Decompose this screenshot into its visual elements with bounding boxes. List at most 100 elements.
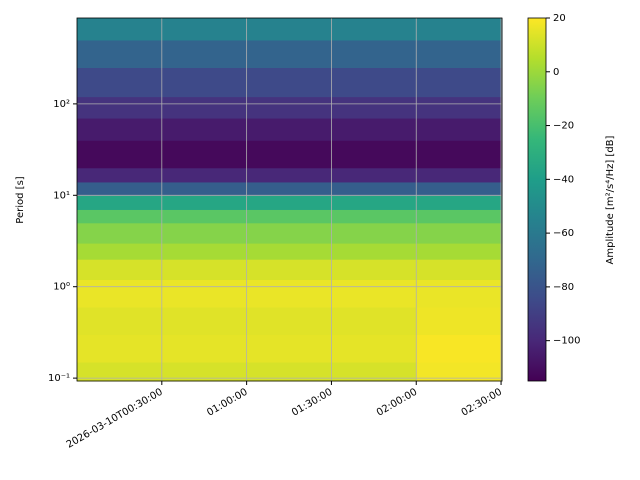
heatmap-cell: [77, 222, 163, 244]
heatmap-cell: [161, 67, 248, 98]
colorbar-tick-label: 0: [553, 67, 559, 78]
heatmap-cell: [246, 195, 332, 210]
heatmap-cell: [77, 209, 163, 224]
heatmap-cell: [331, 96, 417, 119]
colorbar-tick-label: 20: [553, 13, 566, 24]
heatmap-cell: [331, 222, 417, 244]
heatmap-cell: [331, 306, 417, 336]
heatmap-cell: [161, 259, 248, 280]
heatmap-cell: [331, 118, 417, 141]
y-tick-label: 10²: [53, 99, 70, 110]
heatmap-cell: [77, 140, 163, 169]
heatmap-cell: [416, 306, 503, 336]
heatmap-cell: [416, 334, 503, 363]
heatmap-cell: [161, 209, 248, 224]
heatmap-cell: [416, 39, 503, 69]
heatmap-cell: [246, 140, 332, 169]
heatmap-cell: [246, 18, 332, 41]
heatmap-cell: [331, 259, 417, 280]
heatmap-cell: [246, 334, 332, 363]
x-tick-label: 01:00:00: [205, 387, 249, 419]
heatmap-cell: [331, 181, 417, 196]
heatmap-cell: [416, 279, 503, 308]
heatmap-cell: [331, 39, 417, 69]
heatmap-cell: [331, 140, 417, 169]
heatmap-cell: [77, 306, 163, 336]
colorbar-tick-label: −100: [553, 336, 580, 347]
heatmap-cell: [416, 195, 503, 210]
heatmap-cell: [416, 67, 503, 98]
heatmap-cell: [77, 195, 163, 210]
y-axis-label: Period [s]: [15, 176, 26, 223]
colorbar-tick-label: −40: [553, 174, 574, 185]
colorbar-tick-label: −60: [553, 228, 574, 239]
heatmap-cell: [246, 181, 332, 196]
heatmap-cell: [416, 209, 503, 224]
heatmap-cell: [331, 195, 417, 210]
heatmap-cell: [77, 18, 163, 41]
heatmap-cell: [416, 222, 503, 244]
heatmap-cell: [161, 243, 248, 260]
heatmap-cell: [416, 167, 503, 183]
heatmap-cell: [161, 181, 248, 196]
heatmap-cell: [416, 259, 503, 280]
plot-frame: [76, 17, 503, 382]
heatmap-cell: [77, 279, 163, 308]
heatmap-cell: [331, 67, 417, 98]
heatmap-cell: [416, 96, 503, 119]
colorbar: [527, 17, 547, 382]
heatmap-cell: [77, 243, 163, 260]
heatmap-cell: [161, 167, 248, 183]
heatmap-cell: [331, 279, 417, 308]
heatmap-cell: [416, 118, 503, 141]
colorbar-label: Amplitude [m²/s⁴/Hz] [dB]: [605, 135, 616, 264]
x-tick-label: 02:30:00: [460, 387, 504, 419]
heatmap-cell: [416, 243, 503, 260]
heatmap-cell: [331, 362, 417, 382]
heatmap-cell: [246, 306, 332, 336]
heatmap-cell: [331, 243, 417, 260]
heatmap-cell: [77, 96, 163, 119]
heatmap-cell: [161, 334, 248, 363]
heatmap-cell: [331, 167, 417, 183]
heatmap-cell: [246, 259, 332, 280]
heatmap-cell: [161, 195, 248, 210]
colorbar-tick-label: −80: [553, 282, 574, 293]
heatmap-cell: [416, 181, 503, 196]
heatmap-cell: [77, 118, 163, 141]
heatmap-cell: [161, 362, 248, 382]
heatmap-cell: [331, 18, 417, 41]
heatmap-cell: [331, 334, 417, 363]
heatmap-cell: [161, 118, 248, 141]
heatmap-cell: [246, 222, 332, 244]
heatmap-cell: [246, 362, 332, 382]
heatmap-cell: [161, 222, 248, 244]
heatmap-cell: [77, 259, 163, 280]
heatmap-cell: [416, 140, 503, 169]
heatmap-cell: [246, 167, 332, 183]
heatmap-cell: [416, 18, 503, 41]
heatmap-cell: [77, 334, 163, 363]
heatmap-cell: [161, 96, 248, 119]
y-tick-label: 10⁰: [53, 282, 70, 293]
heatmap-cell: [77, 39, 163, 69]
heatmap-cell: [161, 39, 248, 69]
heatmap-cell: [246, 118, 332, 141]
x-tick-label: 02:00:00: [375, 387, 419, 419]
heatmap-cell: [246, 279, 332, 308]
heatmap-cell: [246, 67, 332, 98]
heatmap-cell: [161, 306, 248, 336]
heatmap-cell: [246, 243, 332, 260]
heatmap-cell: [161, 279, 248, 308]
heatmap-cell: [331, 209, 417, 224]
heatmap-cell: [416, 362, 503, 382]
heatmap-cell: [246, 96, 332, 119]
heatmap-cell: [246, 209, 332, 224]
x-tick-label: 2026-03-10T00:30:00: [65, 387, 165, 451]
heatmap-cell: [77, 362, 163, 382]
heatmap-cell: [77, 181, 163, 196]
heatmap-cell: [77, 67, 163, 98]
heatmap-cell: [77, 167, 163, 183]
heatmap-cell: [161, 140, 248, 169]
